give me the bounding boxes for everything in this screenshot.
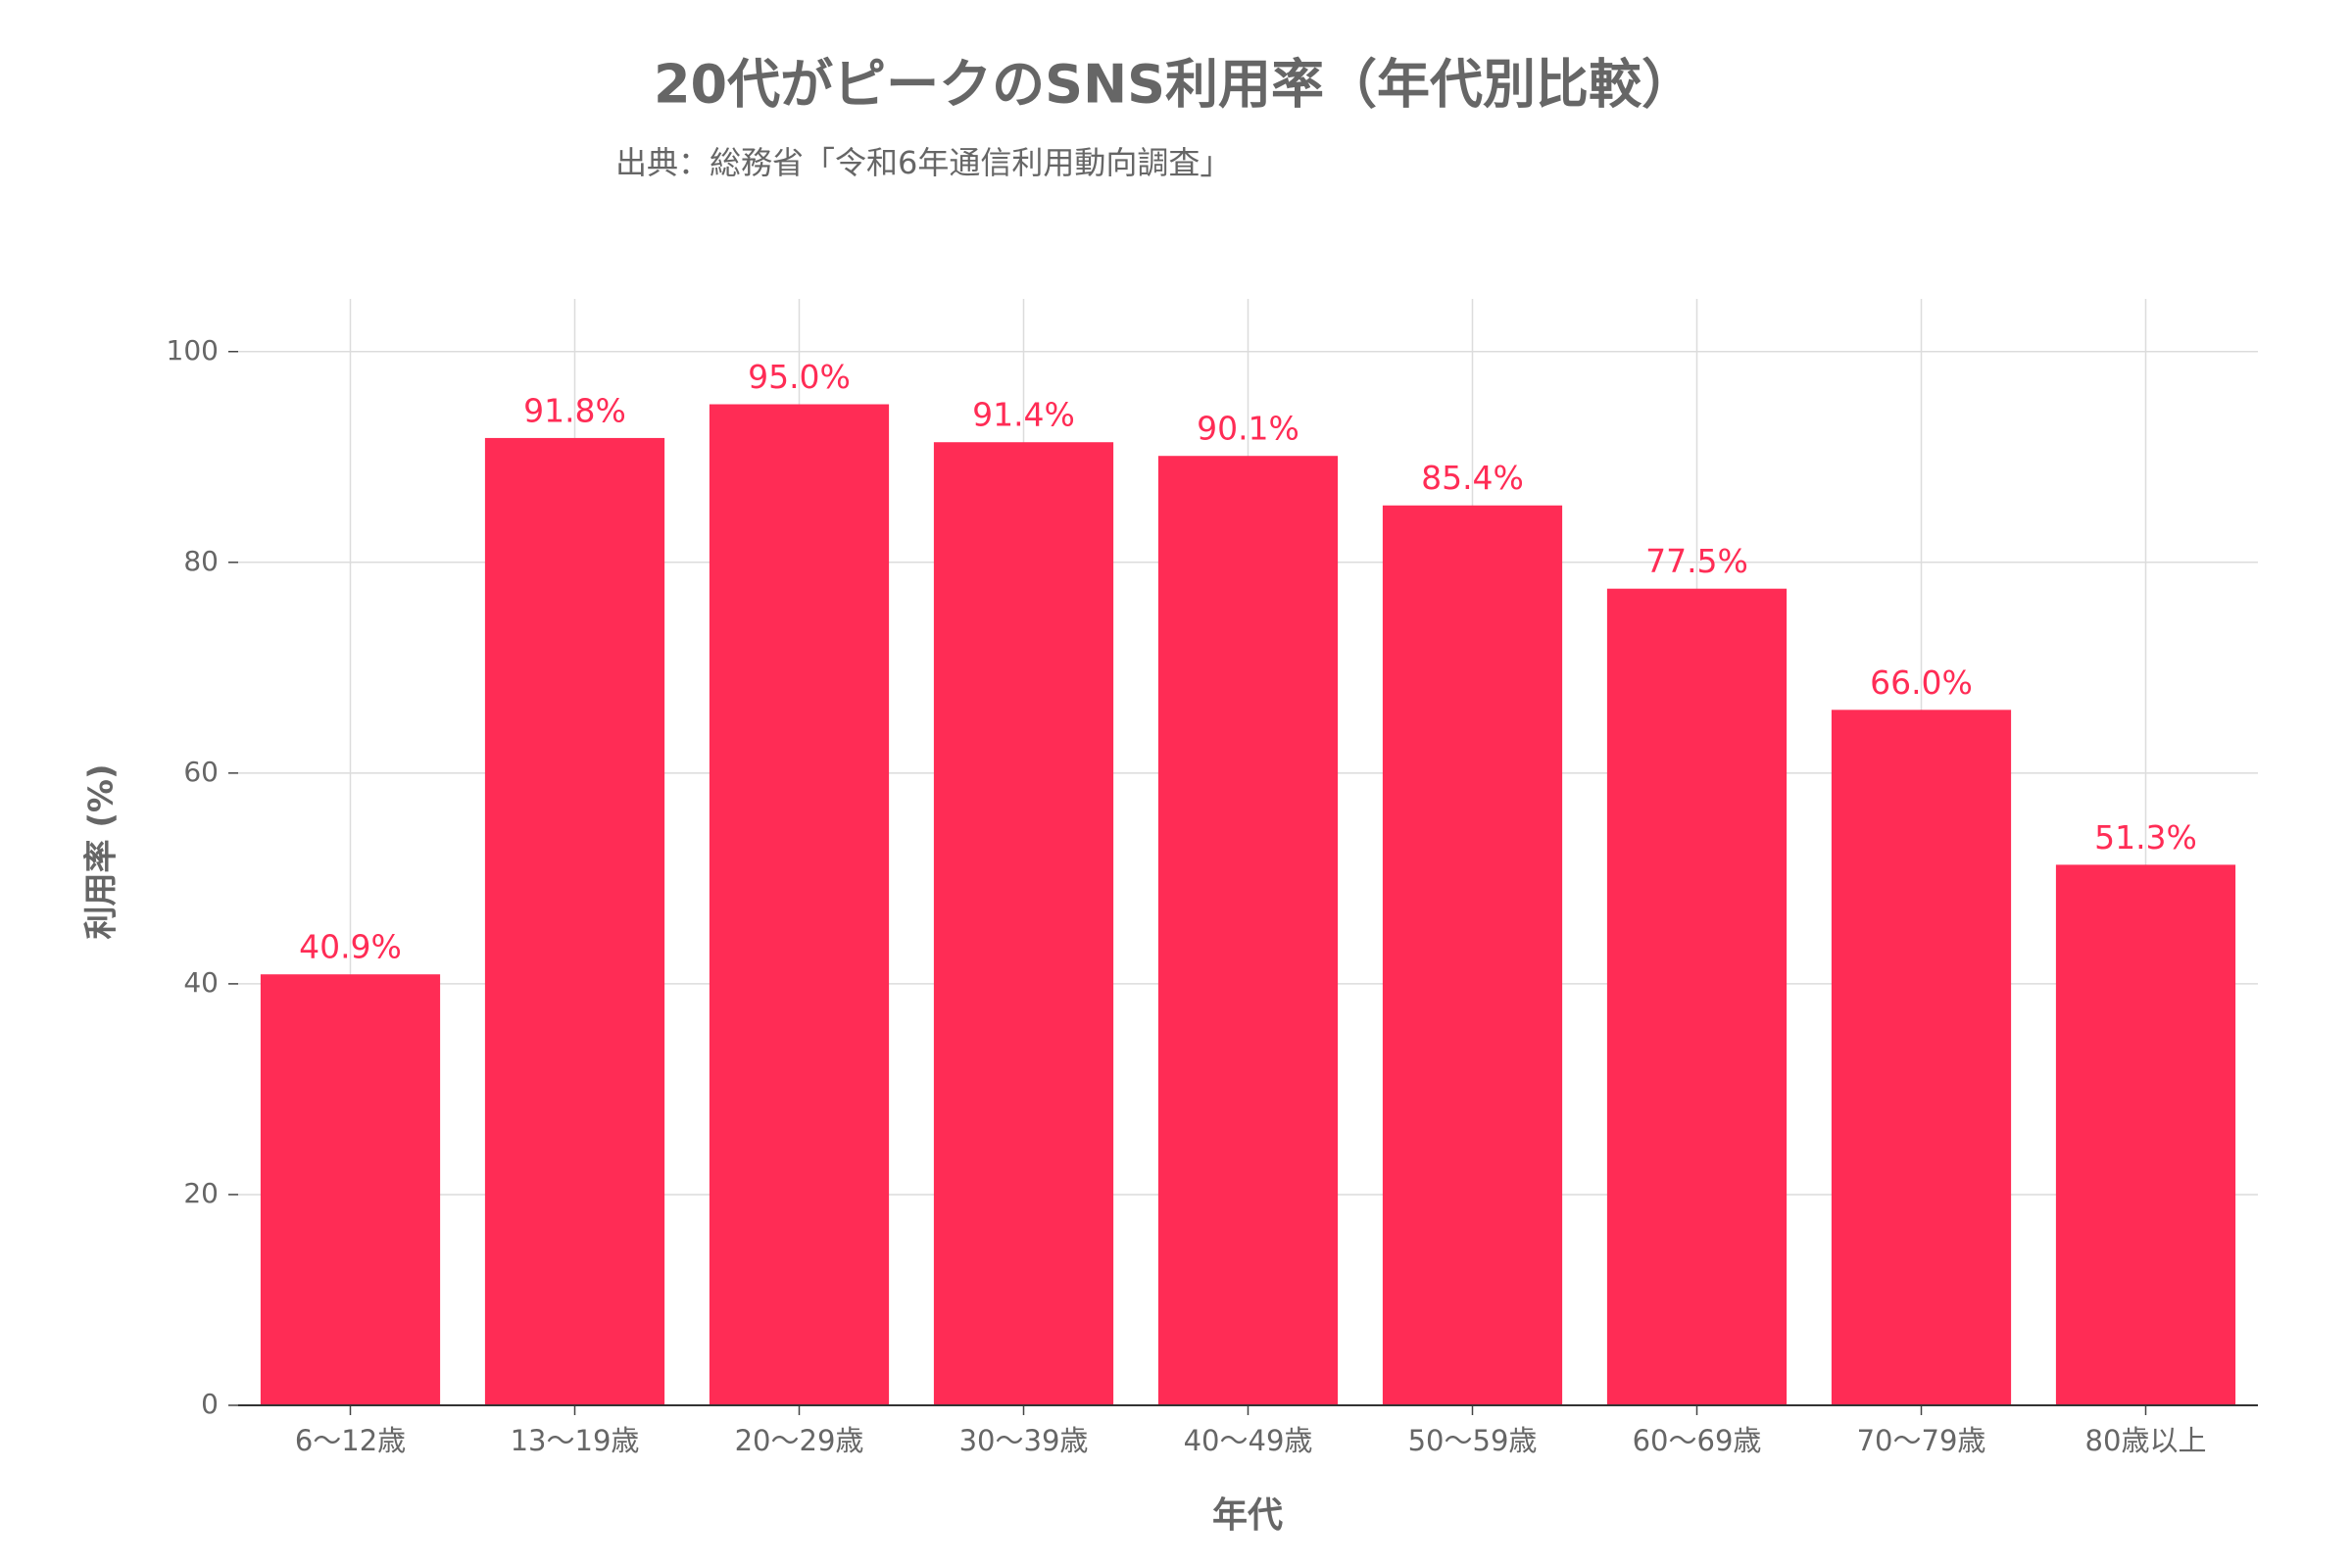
x-tick-label: 80歳以上: [2085, 1424, 2207, 1457]
x-tick-label: 40〜49歳: [1184, 1424, 1313, 1457]
bar: [1382, 505, 1563, 1405]
value-label: 95.0%: [748, 358, 851, 396]
x-tick-label: 6〜12歳: [295, 1424, 406, 1457]
bar: [709, 404, 890, 1405]
value-label: 40.9%: [299, 928, 402, 966]
value-label: 90.1%: [1197, 410, 1299, 448]
x-tick-label: 50〜59歳: [1408, 1424, 1538, 1457]
y-tick-label: 100: [167, 334, 219, 367]
bar: [1157, 456, 1339, 1406]
bar: [1831, 710, 2012, 1405]
y-tick-label: 0: [201, 1388, 219, 1420]
chart-subtitle: 出典：総務省「令和6年通信利用動向調査」: [615, 144, 1231, 181]
x-tick-label: 13〜19歳: [511, 1424, 640, 1457]
y-tick-label: 60: [183, 756, 219, 788]
chart-title: 20代がピークのSNS利用率（年代別比較）: [654, 54, 1694, 116]
bar: [1606, 588, 1788, 1405]
value-label: 77.5%: [1645, 542, 1748, 580]
y-tick-label: 20: [183, 1177, 219, 1209]
bar: [484, 437, 665, 1406]
bar: [260, 974, 441, 1405]
value-label: 66.0%: [1870, 663, 1973, 702]
x-tick-label: 30〜39歳: [959, 1424, 1089, 1457]
x-tick-label: 70〜79歳: [1857, 1424, 1986, 1457]
y-tick-label: 40: [183, 966, 219, 999]
x-tick-label: 20〜29歳: [735, 1424, 864, 1457]
value-label: 85.4%: [1421, 459, 1524, 497]
y-tick-label: 80: [183, 545, 219, 577]
value-label: 91.4%: [972, 396, 1075, 434]
bar: [2055, 864, 2236, 1405]
y-axis-label: 利用率 (%): [82, 764, 122, 940]
bar: [933, 442, 1114, 1405]
x-axis-label: 年代: [1212, 1495, 1283, 1536]
value-label: 51.3%: [2094, 818, 2197, 857]
value-label: 91.8%: [523, 391, 626, 429]
x-tick-label: 60〜69歳: [1633, 1424, 1762, 1457]
